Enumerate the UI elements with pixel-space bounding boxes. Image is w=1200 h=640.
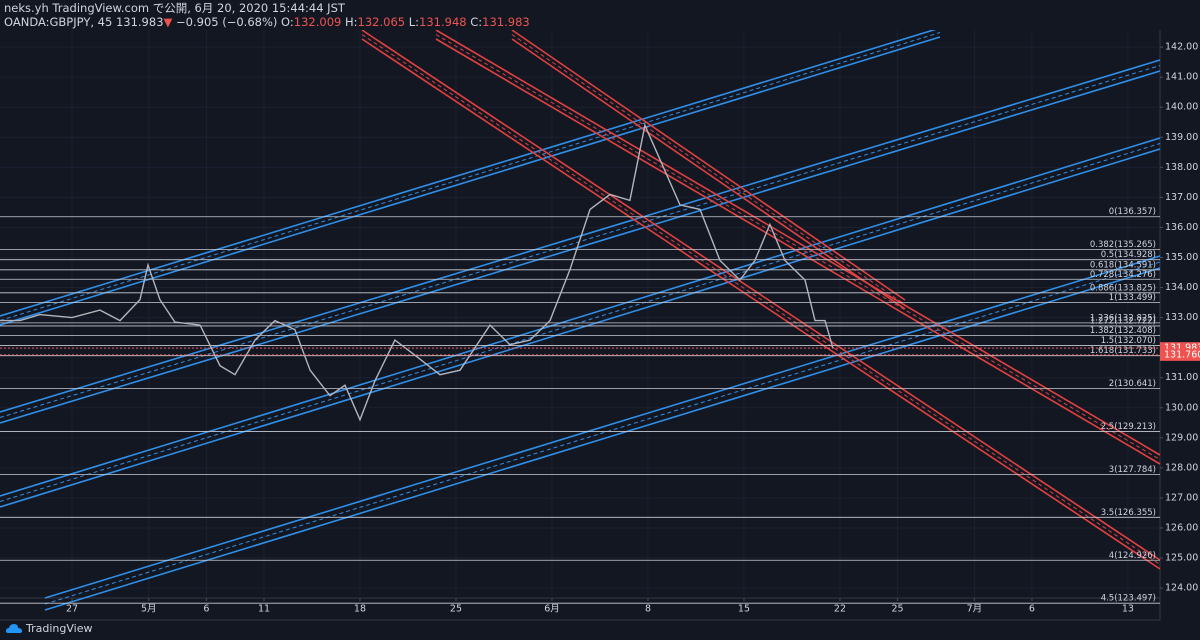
red-channel-line (511, 38, 906, 310)
y-tick-label: 139.00 (1165, 132, 1198, 143)
fib-label: 1.236(132.825) (1090, 313, 1156, 323)
y-tick-label: 124.00 (1165, 583, 1198, 594)
fib-label: 0.618(134.591) (1090, 260, 1156, 270)
x-tick-label: 8 (645, 604, 651, 615)
footer: TradingView (6, 622, 92, 635)
fib-label: 1(133.499) (1109, 293, 1156, 303)
blue-channel-line (0, 148, 1161, 508)
blue-channel-line (0, 32, 941, 321)
fib-label: 0.382(135.265) (1090, 240, 1156, 250)
fib-label: 0.728(134.276) (1090, 270, 1156, 280)
axis-layer: 124.00125.00126.00127.00128.00129.00130.… (66, 42, 1200, 615)
price-layer (0, 122, 1160, 422)
fib-label: 2.5(129.213) (1101, 422, 1156, 432)
open-value: 132.009 (293, 15, 342, 29)
price-label-box (1160, 348, 1200, 361)
y-tick-label: 133.00 (1165, 312, 1198, 323)
fib-label: 1.5(132.070) (1101, 336, 1156, 346)
red-channel-line (361, 38, 1161, 570)
x-tick-label: 6 (203, 604, 209, 615)
low-label: L: (408, 15, 420, 29)
axis-mask (1160, 0, 1200, 640)
close-value: 131.983 (482, 15, 530, 29)
symbol: OANDA:GBPJPY, 45 (4, 15, 113, 29)
price-label: 131.760 (1164, 349, 1200, 360)
y-tick-label: 135.00 (1165, 252, 1198, 263)
blue-channel-line (44, 255, 1161, 599)
y-tick-label: 140.00 (1165, 102, 1198, 113)
publisher: neks.yh TradingView.com で公開, 6月 20, 2020… (4, 1, 345, 15)
x-tick-label: 5月 (141, 604, 157, 615)
x-tick-label: 22 (834, 604, 846, 615)
red-channel-line (361, 34, 1161, 565)
header-mask (0, 0, 1200, 30)
open-label: O: (281, 15, 294, 29)
x-tick-label: 15 (738, 604, 750, 615)
x-tick-label: 13 (1122, 604, 1134, 615)
blue-channel-line (0, 59, 1161, 413)
blue-channel-line (0, 27, 941, 317)
fib-label: 3(127.784) (1109, 465, 1156, 475)
y-tick-label: 141.00 (1165, 72, 1198, 83)
red-channel-line (511, 34, 906, 305)
brand: TradingView (26, 622, 93, 635)
price-line (0, 122, 834, 422)
blue-channel-line (0, 143, 1161, 502)
low-value: 131.948 (419, 15, 467, 29)
fib-label: 0.5(134.928) (1101, 250, 1156, 260)
y-tick-label: 137.00 (1165, 192, 1198, 203)
price-label: 131.983 (1164, 343, 1200, 354)
fib-label: 1.618(131.733) (1090, 346, 1156, 356)
red-channel-line (435, 29, 1161, 456)
blue-channel-line (0, 65, 1161, 418)
x-tick-label: 11 (258, 604, 270, 615)
change-arrow: ▼ (163, 15, 173, 29)
y-tick-label: 125.00 (1165, 553, 1198, 564)
y-tick-label: 134.00 (1165, 282, 1198, 293)
red-channel-line (435, 38, 1161, 465)
y-tick-label: 136.00 (1165, 222, 1198, 233)
red-channel-line (361, 29, 1161, 561)
header: neks.yh TradingView.com で公開, 6月 20, 2020… (4, 1, 530, 29)
fib-label: 3.5(126.355) (1101, 508, 1156, 518)
y-tick-label: 142.00 (1165, 42, 1198, 53)
red-channel-line (511, 29, 906, 301)
blue-channel-line (0, 137, 1161, 497)
blue-channel-line (44, 267, 1161, 611)
blue-channel-line (44, 261, 1161, 605)
x-tick-label: 25 (450, 604, 462, 615)
symbol-line: OANDA:GBPJPY, 45 131.983▼ −0.905 (−0.68%… (4, 15, 530, 29)
x-tick-label: 6月 (544, 604, 560, 615)
fib-label: 0(136.357) (1109, 207, 1156, 217)
x-tick-label: 18 (354, 604, 366, 615)
y-tick-label: 138.00 (1165, 162, 1198, 173)
x-tick-label: 7月 (967, 604, 983, 615)
x-tick-label: 25 (892, 604, 904, 615)
change: −0.905 (−0.68%) (176, 15, 278, 29)
logo (6, 623, 22, 633)
fib-label: 1.382(132.408) (1090, 326, 1156, 336)
blue-channel-line (0, 70, 1161, 424)
y-tick-label: 130.00 (1165, 402, 1198, 413)
blue-channel-line (0, 36, 941, 326)
last-price: 131.983 (115, 15, 164, 29)
y-tick-label: 127.00 (1165, 492, 1198, 503)
x-tick-label: 6 (1029, 604, 1035, 615)
fib-label: 2(130.641) (1109, 379, 1156, 389)
high-label: H: (345, 15, 358, 29)
close-label: C: (470, 15, 483, 29)
y-tick-label: 131.00 (1165, 372, 1198, 383)
fib-label: 4(124.926) (1109, 551, 1156, 561)
fib-label: 0.886(133.825) (1090, 283, 1156, 293)
x-tick-label: 27 (66, 604, 78, 615)
fib-label: 1.272(132.722) (1090, 316, 1156, 326)
y-tick-label: 129.00 (1165, 432, 1198, 443)
y-tick-label: 128.00 (1165, 462, 1198, 473)
high-value: 132.065 (357, 15, 406, 29)
y-tick-label: 126.00 (1165, 522, 1198, 533)
